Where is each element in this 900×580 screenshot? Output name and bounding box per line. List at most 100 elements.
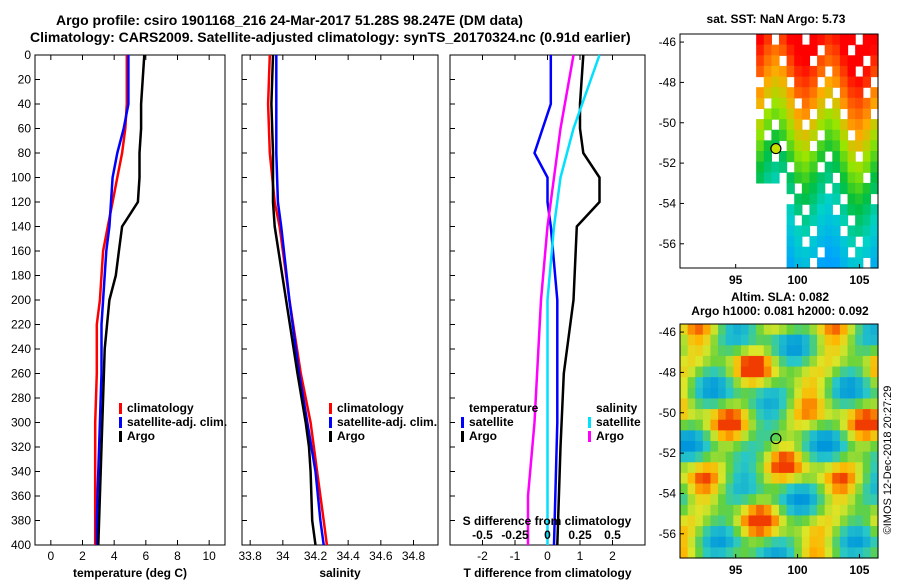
temperature-ytick-label: 180	[11, 269, 31, 283]
sla-map-cell	[771, 366, 780, 378]
sla-map-cell	[794, 377, 803, 389]
sla-map-cell	[733, 345, 742, 357]
sla-map-cell	[794, 345, 803, 357]
sst-map-cell	[817, 140, 826, 152]
temperature-series-blue	[95, 55, 130, 545]
sla-map-cell	[779, 536, 788, 548]
sla-map-cell	[695, 536, 704, 548]
sla-map-cell	[680, 504, 689, 517]
sst-map-cell	[832, 108, 841, 120]
sla-map-cell	[832, 387, 841, 400]
sla-map-cell	[832, 462, 841, 474]
sla-map-cell	[687, 409, 696, 421]
sla-map-cell	[725, 441, 734, 453]
sst-map-cell	[763, 172, 772, 184]
sst-map-cell	[839, 204, 849, 216]
sla-map-cell	[718, 441, 727, 453]
sla-map-cell	[862, 494, 871, 506]
sla-map-cell	[725, 472, 734, 485]
sst-map-cell	[839, 172, 849, 184]
sla-map-cell	[832, 504, 841, 517]
sla-map-cell	[733, 355, 742, 368]
sst-map-cell	[870, 257, 879, 269]
differences-legend-temperature-swatch-blue	[461, 417, 464, 428]
sst-map-cell	[779, 151, 788, 163]
sla-map-cell	[839, 462, 849, 474]
sla-map-cell	[702, 441, 712, 453]
sst-map-cell	[855, 87, 864, 99]
sla-map-cell	[870, 462, 879, 474]
sst-map-xtick-label: 105	[849, 273, 869, 287]
sst-map-cell	[794, 76, 803, 88]
sla-map-cell	[847, 515, 856, 527]
sla-map-cell	[740, 504, 750, 517]
sla-map-cell	[847, 398, 856, 410]
sla-map-cell	[710, 536, 719, 548]
sla-map-cell	[794, 526, 803, 538]
sla-map-cell	[809, 398, 818, 410]
sst-map-cell	[756, 119, 765, 131]
sla-map-cell	[725, 504, 734, 517]
sla-map-cell	[748, 515, 757, 527]
sla-map-cell	[862, 441, 871, 453]
sla-map-cell	[817, 547, 826, 559]
sla-map-cell	[832, 345, 841, 357]
sla-map-cell	[740, 515, 750, 527]
sla-map-xtick-label: 105	[849, 563, 869, 577]
sla-map-cell	[855, 472, 864, 485]
sla-map-cell	[725, 324, 734, 336]
sst-map-cell	[824, 76, 833, 88]
sst-map-cell	[862, 204, 871, 216]
sla-map-cell	[839, 398, 849, 410]
sla-map-cell	[794, 324, 803, 336]
sst-map-cell	[756, 44, 765, 56]
sla-map-cell	[748, 324, 757, 336]
sst-map-cell	[786, 236, 795, 248]
sst-map-cell	[870, 55, 879, 67]
sst-map-cell	[855, 257, 864, 269]
sla-map-cell	[718, 526, 727, 538]
sla-map-cell	[733, 387, 742, 400]
sla-map-cell	[862, 547, 871, 559]
sst-map-cell	[779, 108, 788, 120]
sst-map-cell	[832, 44, 841, 56]
sla-map-cell	[862, 451, 871, 463]
sla-map-cell	[756, 377, 765, 389]
sla-map-cell	[817, 536, 826, 548]
sla-map-cell	[718, 483, 727, 495]
sla-map-cell	[801, 526, 811, 538]
sla-map-cell	[702, 355, 712, 368]
sst-map-cell	[786, 87, 795, 99]
sla-map-cell	[718, 355, 727, 368]
sla-map-cell	[824, 515, 833, 527]
sst-map-cell	[786, 140, 795, 152]
sst-map-cell	[832, 34, 841, 46]
sla-map-cell	[794, 451, 803, 463]
salinity-series-black	[270, 54, 317, 546]
sla-map-cell	[740, 398, 750, 410]
sla-map-cell	[695, 324, 704, 336]
sla-map-cell	[718, 387, 727, 400]
sla-map-cell	[771, 547, 780, 559]
sla-map-cell	[786, 366, 795, 378]
sst-map-cell	[824, 119, 833, 131]
sst-map-cell	[839, 76, 849, 88]
sst-map-xtick-label: 100	[788, 273, 808, 287]
sst-map-cell	[794, 108, 803, 120]
sla-map-cell	[695, 398, 704, 410]
sla-map-cell	[733, 483, 742, 495]
sst-map-cell	[756, 65, 765, 78]
sst-map-cell	[855, 225, 864, 237]
sla-map-cell	[839, 472, 849, 485]
sst-map-ytick-label: -48	[659, 75, 677, 89]
sst-map-cell	[817, 225, 826, 237]
sla-map-cell	[687, 494, 696, 506]
sla-map-cell	[756, 355, 765, 368]
salinity-xtick-label: 34.4	[336, 549, 360, 563]
differences-legend-salinity-label: satellite	[596, 415, 641, 429]
sla-map-cell	[817, 345, 826, 357]
sst-map-cell	[786, 172, 795, 184]
sla-map-cell	[824, 472, 833, 485]
sst-map-cell	[862, 225, 871, 237]
sst-map-cell	[824, 140, 833, 152]
